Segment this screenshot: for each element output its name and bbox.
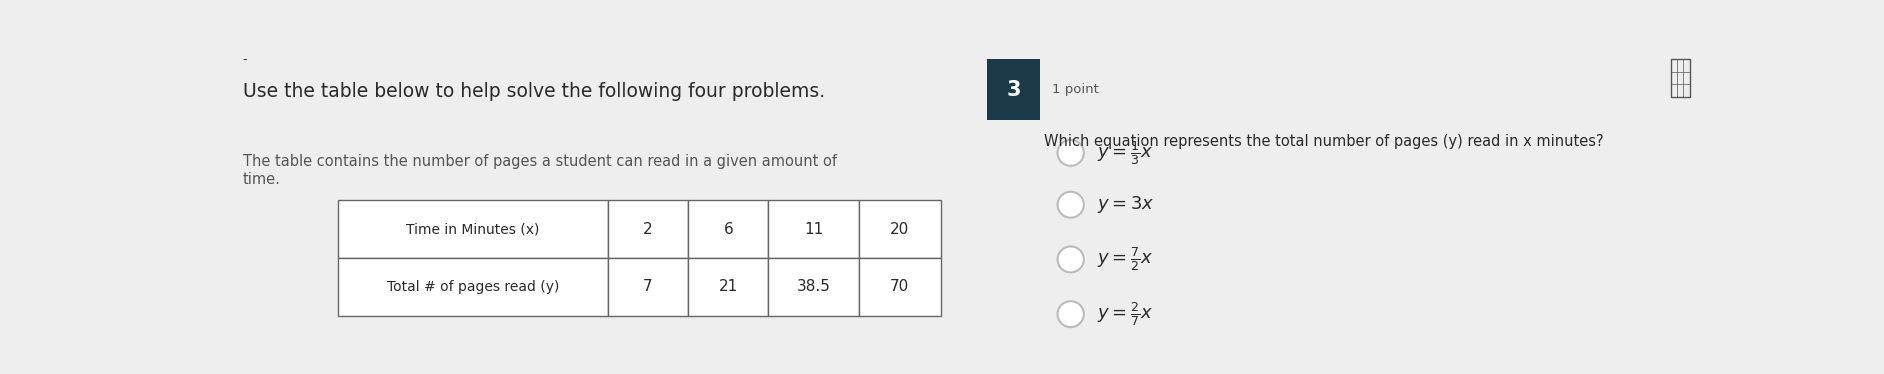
Text: 1 point: 1 point xyxy=(1051,83,1098,96)
Text: $y = \frac{1}{3}x$: $y = \frac{1}{3}x$ xyxy=(1096,139,1153,167)
Text: -: - xyxy=(243,53,247,67)
Bar xyxy=(769,258,859,316)
Text: 11: 11 xyxy=(804,222,823,237)
Bar xyxy=(769,200,859,258)
Text: 21: 21 xyxy=(718,279,739,294)
Bar xyxy=(609,200,688,258)
Bar xyxy=(1671,59,1690,97)
Bar xyxy=(337,258,609,316)
Text: Which equation represents the total number of pages (y) read in x minutes?: Which equation represents the total numb… xyxy=(1044,134,1603,149)
Text: 38.5: 38.5 xyxy=(797,279,831,294)
Bar xyxy=(688,258,769,316)
Text: Use the table below to help solve the following four problems.: Use the table below to help solve the fo… xyxy=(243,82,825,101)
Ellipse shape xyxy=(1057,140,1083,166)
Text: $y = \frac{7}{2}x$: $y = \frac{7}{2}x$ xyxy=(1096,245,1153,273)
Text: 6: 6 xyxy=(723,222,733,237)
Bar xyxy=(609,258,688,316)
Ellipse shape xyxy=(1057,192,1083,218)
Text: 2: 2 xyxy=(642,222,652,237)
Bar xyxy=(859,200,940,258)
Bar xyxy=(688,200,769,258)
Ellipse shape xyxy=(1057,301,1083,327)
Text: 3: 3 xyxy=(1006,80,1021,99)
Text: The table contains the number of pages a student can read in a given amount of
t: The table contains the number of pages a… xyxy=(243,154,836,187)
Bar xyxy=(859,258,940,316)
Ellipse shape xyxy=(1057,246,1083,272)
Text: $y = 3x$: $y = 3x$ xyxy=(1096,194,1155,215)
Text: 7: 7 xyxy=(642,279,652,294)
Bar xyxy=(987,59,1040,120)
Text: Total # of pages read (y): Total # of pages read (y) xyxy=(386,280,560,294)
Text: 20: 20 xyxy=(891,222,910,237)
Text: Time in Minutes (x): Time in Minutes (x) xyxy=(407,222,539,236)
Bar xyxy=(337,200,609,258)
Text: $y = \frac{2}{7}x$: $y = \frac{2}{7}x$ xyxy=(1096,300,1153,328)
Text: 70: 70 xyxy=(891,279,910,294)
